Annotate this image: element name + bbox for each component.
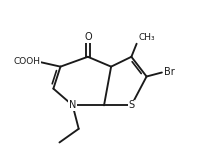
Text: CH₃: CH₃ bbox=[139, 34, 155, 43]
Text: O: O bbox=[84, 32, 92, 42]
Text: N: N bbox=[69, 100, 76, 110]
Text: Br: Br bbox=[164, 67, 175, 77]
Text: S: S bbox=[128, 100, 134, 110]
Text: COOH: COOH bbox=[13, 57, 40, 66]
